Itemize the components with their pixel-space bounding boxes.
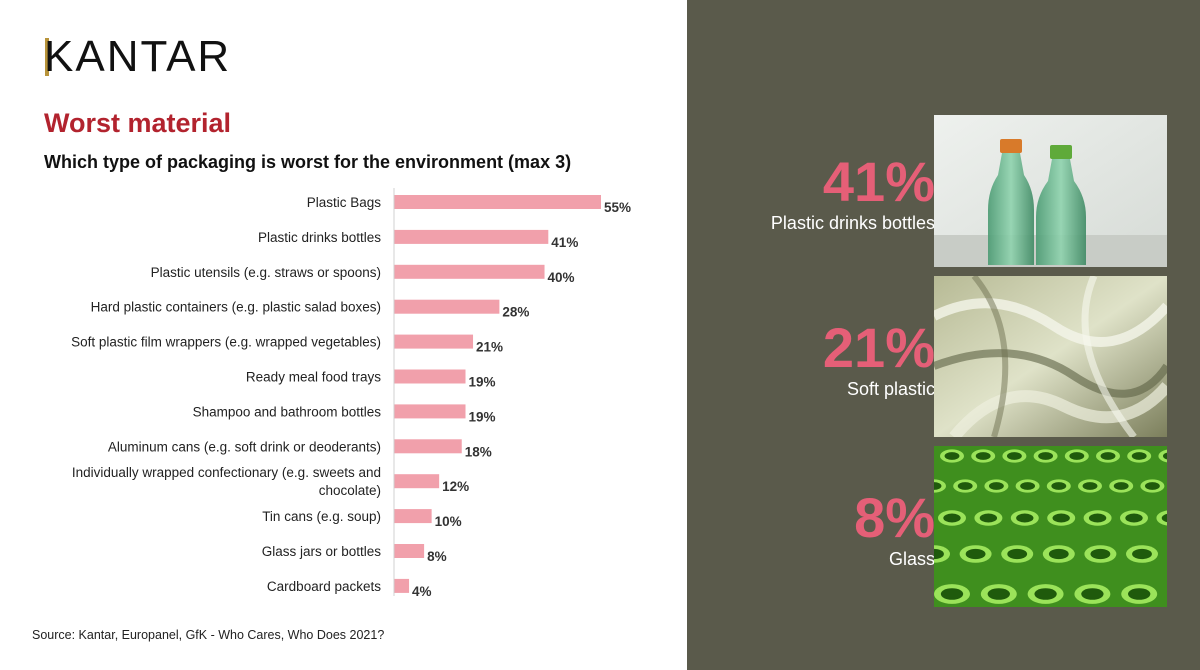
value-label: 41% bbox=[551, 235, 578, 250]
value-label: 19% bbox=[469, 409, 496, 424]
category-label: Hard plastic containers (e.g. plastic sa… bbox=[91, 300, 381, 315]
plastic-film-photo bbox=[934, 276, 1167, 437]
value-label: 18% bbox=[465, 444, 492, 459]
bar bbox=[394, 369, 466, 384]
value-label: 40% bbox=[548, 270, 575, 285]
category-label: Individually wrapped confectionary (e.g.… bbox=[72, 465, 381, 480]
value-label: 12% bbox=[442, 479, 469, 494]
bar bbox=[394, 404, 466, 419]
bar bbox=[394, 229, 549, 244]
value-label: 21% bbox=[476, 340, 503, 355]
bar bbox=[394, 474, 440, 489]
highlight-percent: 41% bbox=[822, 150, 935, 213]
category-label: Shampoo and bathroom bottles bbox=[193, 404, 382, 419]
category-label: Plastic drinks bottles bbox=[258, 230, 381, 245]
value-label: 19% bbox=[469, 375, 496, 390]
green-plastic-bottles-photo bbox=[934, 115, 1167, 267]
value-label: 55% bbox=[604, 200, 631, 215]
left-panel: KANTAR Worst material Which type of pack… bbox=[32, 32, 632, 642]
bar bbox=[394, 299, 500, 314]
category-label: Cardboard packets bbox=[267, 579, 381, 594]
bar-chart: Plastic Bags 55% Plastic drinks bottles 41%… bbox=[71, 188, 631, 599]
category-label: Plastic Bags bbox=[307, 195, 382, 210]
category-label: chocolate) bbox=[319, 483, 381, 498]
value-label: 4% bbox=[412, 584, 432, 599]
value-label: 8% bbox=[427, 549, 447, 564]
category-label: Glass jars or bottles bbox=[262, 544, 382, 559]
source-note: Source: Kantar, Europanel, GfK - Who Car… bbox=[32, 628, 385, 642]
highlight-label: Glass bbox=[888, 549, 935, 569]
value-label: 10% bbox=[435, 514, 462, 529]
bar bbox=[394, 264, 545, 279]
logo-accent bbox=[45, 38, 49, 76]
highlight-percent: 8% bbox=[854, 486, 935, 549]
highlight-percent: 21% bbox=[822, 316, 935, 379]
highlight-soft-plastic: 21% Soft plastic bbox=[690, 318, 935, 400]
bar bbox=[394, 195, 601, 209]
bar bbox=[394, 509, 432, 524]
bar bbox=[394, 544, 425, 558]
kantar-logo: KANTAR bbox=[44, 32, 232, 81]
bar bbox=[394, 578, 410, 593]
category-label: Soft plastic film wrappers (e.g. wrapped… bbox=[71, 335, 381, 350]
category-label: Ready meal food trays bbox=[246, 370, 381, 385]
bar bbox=[394, 334, 474, 349]
value-label: 28% bbox=[502, 305, 529, 320]
green-glass-bottles-photo bbox=[934, 446, 1167, 607]
category-label: Tin cans (e.g. soup) bbox=[262, 509, 381, 524]
bar bbox=[394, 439, 462, 454]
highlight-label: Plastic drinks bottles bbox=[770, 213, 935, 233]
category-label: Plastic utensils (e.g. straws or spoons) bbox=[151, 265, 381, 280]
category-label: Aluminum cans (e.g. soft drink or deoder… bbox=[108, 439, 381, 454]
page-title: Worst material bbox=[44, 108, 232, 138]
highlight-label: Soft plastic bbox=[846, 379, 935, 399]
highlight-plastic-bottles: 41% Plastic drinks bottles bbox=[690, 152, 935, 234]
chart-title: Which type of packaging is worst for the… bbox=[44, 152, 572, 172]
highlight-glass: 8% Glass bbox=[690, 488, 935, 570]
